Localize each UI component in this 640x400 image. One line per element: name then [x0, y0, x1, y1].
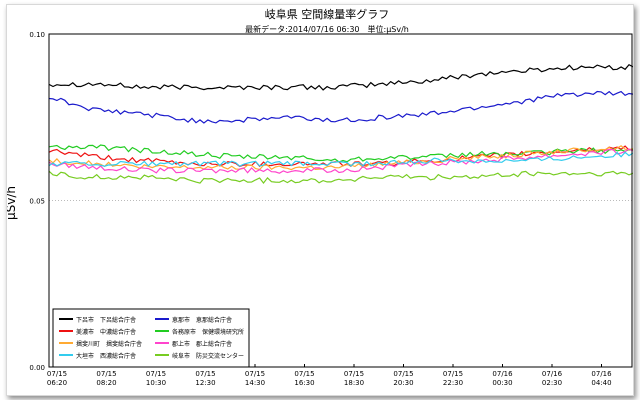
x-tick-date: 07/15 [344, 370, 364, 378]
x-tick-time: 08:20 [96, 379, 116, 387]
y-tick-label: 0.05 [29, 198, 45, 206]
x-tick-date: 07/15 [443, 370, 463, 378]
series-line [48, 145, 633, 171]
y-tick-label: 0.10 [29, 31, 45, 39]
legend-entry: 岐阜市 防災交流センター [172, 352, 244, 360]
x-tick-time: 16:30 [294, 379, 314, 387]
legend-entry: 大垣市 西濃総合庁舎 [76, 352, 136, 360]
x-tick-time: 18:30 [344, 379, 364, 387]
x-tick-time: 02:30 [542, 379, 562, 387]
line-chart: 岐阜県 空間線量率グラフ 最新データ:2014/07/16 06:30 単位:μ… [7, 7, 633, 387]
legend-entry: 揖斐川町 揖斐総合庁舎 [76, 340, 142, 348]
x-tick-date: 07/15 [294, 370, 314, 378]
x-tick-date: 07/15 [195, 370, 215, 378]
x-tick-date: 07/15 [245, 370, 265, 378]
series-line [48, 151, 633, 167]
x-tick-date: 07/15 [96, 370, 116, 378]
x-tick-time: 10:30 [146, 379, 166, 387]
y-axis-label: μSv/h [7, 186, 18, 220]
x-tick-date: 07/15 [47, 370, 67, 378]
series-line [48, 90, 633, 124]
legend-entry: 恵那市 恵那総合庁舎 [172, 316, 232, 324]
x-tick-date: 07/15 [146, 370, 166, 378]
series-line [48, 148, 633, 174]
series-line [48, 63, 633, 91]
x-tick-date: 07/15 [393, 370, 413, 378]
x-tick-time: 20:30 [393, 379, 413, 387]
x-tick-date: 07/16 [492, 370, 513, 378]
series-line [48, 170, 633, 184]
x-tick-time: 00:30 [492, 379, 512, 387]
legend-entry: 各務原市 保健環境研究所 [172, 328, 244, 336]
x-tick-time: 04:40 [591, 379, 611, 387]
legend-box [52, 308, 250, 368]
legend-entry: 下呂市 下呂総合庁舎 [76, 316, 136, 324]
chart-title: 岐阜県 空間線量率グラフ [265, 7, 390, 21]
x-tick-time: 22:30 [443, 379, 463, 387]
legend-entry: 美濃市 中濃総合庁舎 [76, 328, 136, 336]
plot-area-border [48, 33, 633, 368]
x-tick-date: 07/16 [591, 370, 612, 378]
chart-subtitle: 最新データ:2014/07/16 06:30 単位:μSv/h [245, 24, 409, 34]
chart-frame: 岐阜県 空間線量率グラフ 最新データ:2014/07/16 06:30 単位:μ… [6, 4, 634, 396]
x-tick-time: 14:30 [245, 379, 265, 387]
x-tick-time: 06:20 [47, 379, 67, 387]
x-tick-date: 07/16 [542, 370, 563, 378]
series-line [48, 144, 633, 163]
y-tick-label: 0.00 [29, 364, 45, 372]
x-tick-time: 12:30 [195, 379, 215, 387]
legend-entry: 郡上市 郡上総合庁舎 [172, 340, 232, 348]
